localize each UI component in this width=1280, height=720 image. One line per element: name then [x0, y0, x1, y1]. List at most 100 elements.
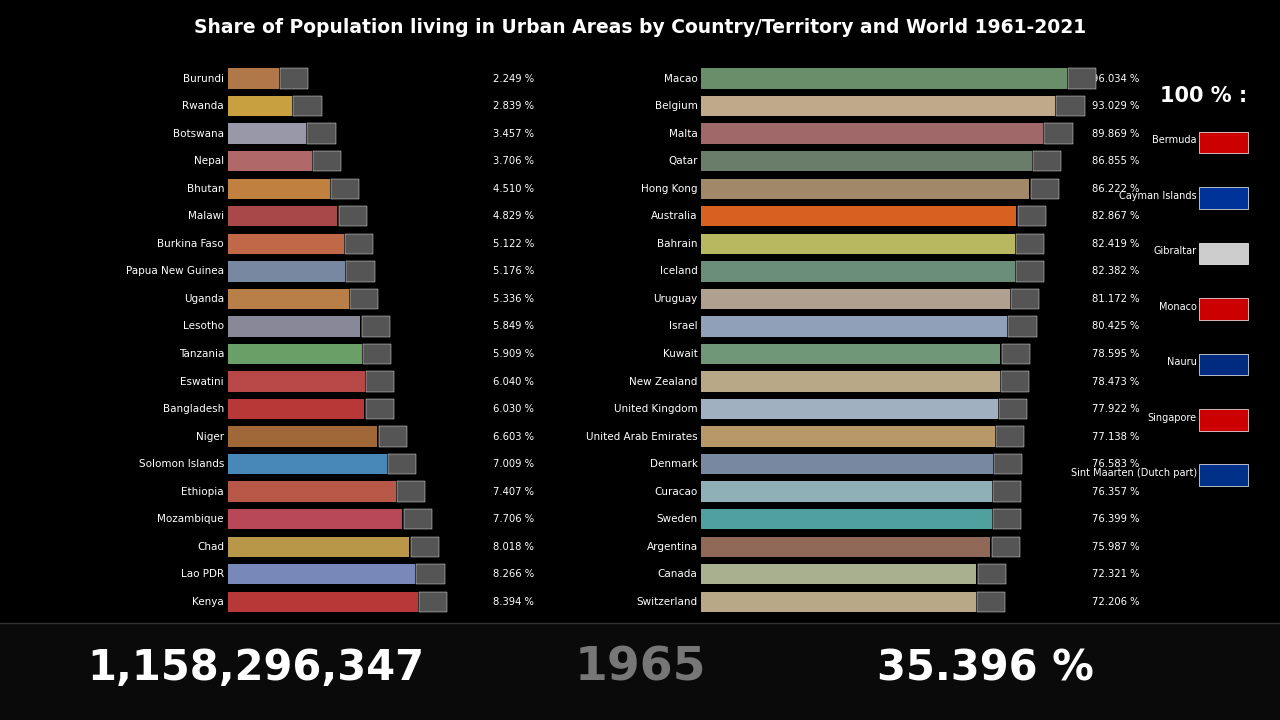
- Bar: [1199, 243, 1248, 264]
- Text: Bahrain: Bahrain: [657, 239, 698, 249]
- Bar: [397, 482, 425, 502]
- Text: 8.018 %: 8.018 %: [493, 541, 534, 552]
- Bar: [993, 454, 1021, 474]
- Bar: [0, 623, 1280, 720]
- Bar: [1056, 96, 1084, 117]
- Bar: [998, 399, 1027, 419]
- Bar: [228, 454, 387, 474]
- Text: 6.030 %: 6.030 %: [493, 404, 534, 414]
- Bar: [346, 233, 374, 254]
- Bar: [228, 592, 419, 612]
- Bar: [228, 536, 410, 557]
- Text: Nauru: Nauru: [1167, 357, 1197, 367]
- Text: 3.706 %: 3.706 %: [493, 156, 534, 166]
- Bar: [701, 261, 1015, 282]
- Text: Argentina: Argentina: [646, 541, 698, 552]
- Bar: [1011, 289, 1039, 309]
- Text: Monaco: Monaco: [1158, 302, 1197, 312]
- Text: Uganda: Uganda: [184, 294, 224, 304]
- Text: Share of Population living in Urban Areas by Country/Territory and World 1961-20: Share of Population living in Urban Area…: [195, 18, 1085, 37]
- Text: Iceland: Iceland: [660, 266, 698, 276]
- Text: Burundi: Burundi: [183, 73, 224, 84]
- Text: Mozambique: Mozambique: [157, 514, 224, 524]
- Text: 2.839 %: 2.839 %: [493, 101, 534, 111]
- Text: 7.407 %: 7.407 %: [493, 487, 534, 497]
- Bar: [701, 399, 997, 419]
- Text: Bhutan: Bhutan: [187, 184, 224, 194]
- Bar: [701, 316, 1007, 337]
- Bar: [701, 206, 1016, 227]
- Bar: [280, 68, 308, 89]
- Bar: [332, 179, 360, 199]
- Text: Papua New Guinea: Papua New Guinea: [125, 266, 224, 276]
- Text: Kuwait: Kuwait: [663, 349, 698, 359]
- Text: Malawi: Malawi: [188, 211, 224, 221]
- Bar: [701, 233, 1015, 254]
- Bar: [1001, 372, 1029, 392]
- Bar: [228, 179, 330, 199]
- Text: Lao PDR: Lao PDR: [180, 570, 224, 580]
- Text: 86.222 %: 86.222 %: [1092, 184, 1139, 194]
- Bar: [977, 592, 1005, 612]
- Text: 6.603 %: 6.603 %: [493, 431, 534, 441]
- Text: Tanzania: Tanzania: [179, 349, 224, 359]
- Bar: [228, 151, 312, 171]
- Text: United Kingdom: United Kingdom: [614, 404, 698, 414]
- Bar: [701, 564, 977, 585]
- Text: Burkina Faso: Burkina Faso: [157, 239, 224, 249]
- Text: United Arab Emirates: United Arab Emirates: [586, 431, 698, 441]
- Text: Canada: Canada: [658, 570, 698, 580]
- Text: 75.987 %: 75.987 %: [1092, 541, 1139, 552]
- Bar: [403, 509, 431, 529]
- Text: 89.869 %: 89.869 %: [1092, 129, 1139, 139]
- Text: Australia: Australia: [652, 211, 698, 221]
- Text: Denmark: Denmark: [650, 459, 698, 469]
- Bar: [388, 454, 416, 474]
- Text: Bermuda: Bermuda: [1152, 135, 1197, 145]
- Text: 100 % :: 100 % :: [1160, 86, 1247, 107]
- Text: 80.425 %: 80.425 %: [1092, 321, 1139, 331]
- Text: 8.266 %: 8.266 %: [493, 570, 534, 580]
- Text: Malta: Malta: [669, 129, 698, 139]
- Bar: [228, 482, 396, 502]
- Bar: [1199, 298, 1248, 320]
- Text: Hong Kong: Hong Kong: [641, 184, 698, 194]
- Text: 78.595 %: 78.595 %: [1092, 349, 1139, 359]
- Text: 8.394 %: 8.394 %: [493, 597, 534, 607]
- Text: 3.457 %: 3.457 %: [493, 129, 534, 139]
- Text: 82.867 %: 82.867 %: [1092, 211, 1139, 221]
- Text: 5.122 %: 5.122 %: [493, 239, 534, 249]
- Bar: [701, 509, 992, 529]
- Text: 93.029 %: 93.029 %: [1092, 101, 1139, 111]
- Bar: [1018, 206, 1046, 227]
- Bar: [701, 96, 1055, 117]
- Bar: [1030, 179, 1059, 199]
- Bar: [701, 592, 975, 612]
- Text: Gibraltar: Gibraltar: [1153, 246, 1197, 256]
- Text: Switzerland: Switzerland: [636, 597, 698, 607]
- Text: Lesotho: Lesotho: [183, 321, 224, 331]
- Bar: [228, 233, 344, 254]
- Bar: [228, 372, 365, 392]
- Text: Curacao: Curacao: [654, 487, 698, 497]
- Text: Chad: Chad: [197, 541, 224, 552]
- Bar: [228, 343, 362, 364]
- Bar: [701, 426, 995, 447]
- Text: Belgium: Belgium: [655, 101, 698, 111]
- Bar: [228, 399, 365, 419]
- Bar: [228, 509, 402, 529]
- Bar: [992, 536, 1020, 557]
- Bar: [362, 316, 390, 337]
- Text: 5.336 %: 5.336 %: [493, 294, 534, 304]
- Text: 77.922 %: 77.922 %: [1092, 404, 1139, 414]
- Bar: [228, 426, 378, 447]
- Bar: [228, 316, 361, 337]
- Text: New Zealand: New Zealand: [630, 377, 698, 387]
- Text: 72.206 %: 72.206 %: [1092, 597, 1139, 607]
- Bar: [420, 592, 448, 612]
- Text: 2.249 %: 2.249 %: [493, 73, 534, 84]
- Text: 82.382 %: 82.382 %: [1092, 266, 1139, 276]
- Text: Cayman Islands: Cayman Islands: [1119, 191, 1197, 201]
- Text: 1,158,296,347: 1,158,296,347: [87, 647, 425, 689]
- Text: 5.849 %: 5.849 %: [493, 321, 534, 331]
